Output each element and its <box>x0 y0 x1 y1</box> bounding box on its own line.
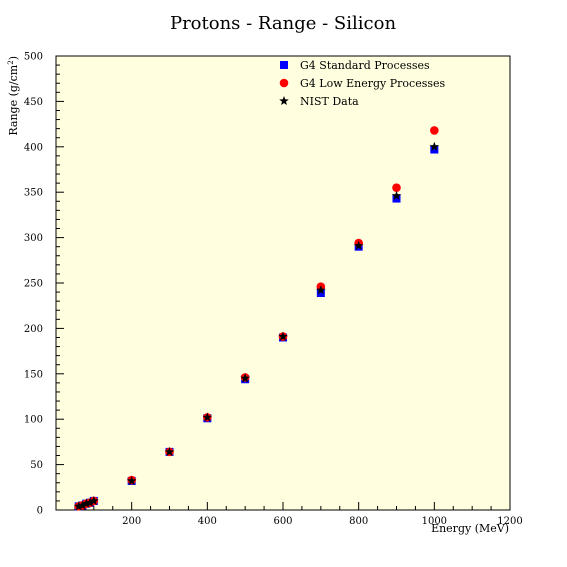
y-tick-label: 500 <box>24 52 43 63</box>
y-tick-label: 100 <box>24 415 43 426</box>
circle-point <box>392 183 401 192</box>
x-tick-label: 400 <box>198 516 217 527</box>
legend-marker-square <box>280 61 288 69</box>
star-point <box>202 412 213 422</box>
x-axis: 200 400 600 800 1000 1200 <box>74 502 523 527</box>
y-tick-label: 0 <box>37 506 43 517</box>
x-tick-label: 600 <box>273 516 292 527</box>
y-tick-label: 450 <box>24 97 43 108</box>
star-point <box>73 501 84 511</box>
legend-label: G4 Low Energy Processes <box>300 77 446 90</box>
plot-area <box>55 55 511 511</box>
legend-marker-circle <box>279 78 289 88</box>
y-axis-title-text: Range (g/cm <box>7 64 20 135</box>
series-star <box>73 141 440 511</box>
star-point <box>316 285 326 295</box>
star-point <box>81 498 92 508</box>
legend-label: NIST Data <box>300 95 359 108</box>
star-point <box>77 500 88 510</box>
star-point <box>85 497 95 507</box>
data-markers <box>73 126 440 511</box>
y-tick-label: 50 <box>30 460 43 471</box>
star-point <box>391 190 402 200</box>
y-tick-label: 250 <box>24 279 43 290</box>
legend: G4 Standard Processes G4 Low Energy Proce… <box>279 59 446 108</box>
legend-marker-star <box>279 96 289 106</box>
x-tick-label: 1000 <box>422 516 447 527</box>
square-point <box>392 194 401 203</box>
x-tick-label: 1200 <box>497 516 522 527</box>
square-point <box>316 288 325 297</box>
y-tick-label: 200 <box>24 324 43 335</box>
star-point <box>89 495 99 505</box>
star-point <box>278 331 288 341</box>
star-point <box>240 373 250 383</box>
star-point <box>353 240 364 250</box>
y-tick-label: 400 <box>24 142 43 153</box>
y-axis-title-superscript: 2 <box>7 60 15 64</box>
chart-title: Protons - Range - Silicon <box>170 13 396 34</box>
y-tick-label: 350 <box>24 188 43 199</box>
square-point <box>430 145 439 154</box>
y-tick-label: 150 <box>24 369 43 380</box>
x-axis-title: Energy (MeV) <box>431 522 509 535</box>
x-tick-label: 200 <box>122 516 141 527</box>
star-point <box>126 475 137 485</box>
star-point <box>429 141 440 151</box>
x-tick-label: 800 <box>349 516 368 527</box>
legend-label: G4 Standard Processes <box>300 59 430 72</box>
y-axis-title-close: ) <box>7 56 20 60</box>
star-point <box>164 446 175 456</box>
y-tick-label: 300 <box>24 233 43 244</box>
y-axis-title: Range (g/cm2) <box>7 56 20 136</box>
circle-point <box>430 126 439 135</box>
y-axis: 0 50 100 150 200 250 300 350 400 450 500 <box>24 52 64 517</box>
